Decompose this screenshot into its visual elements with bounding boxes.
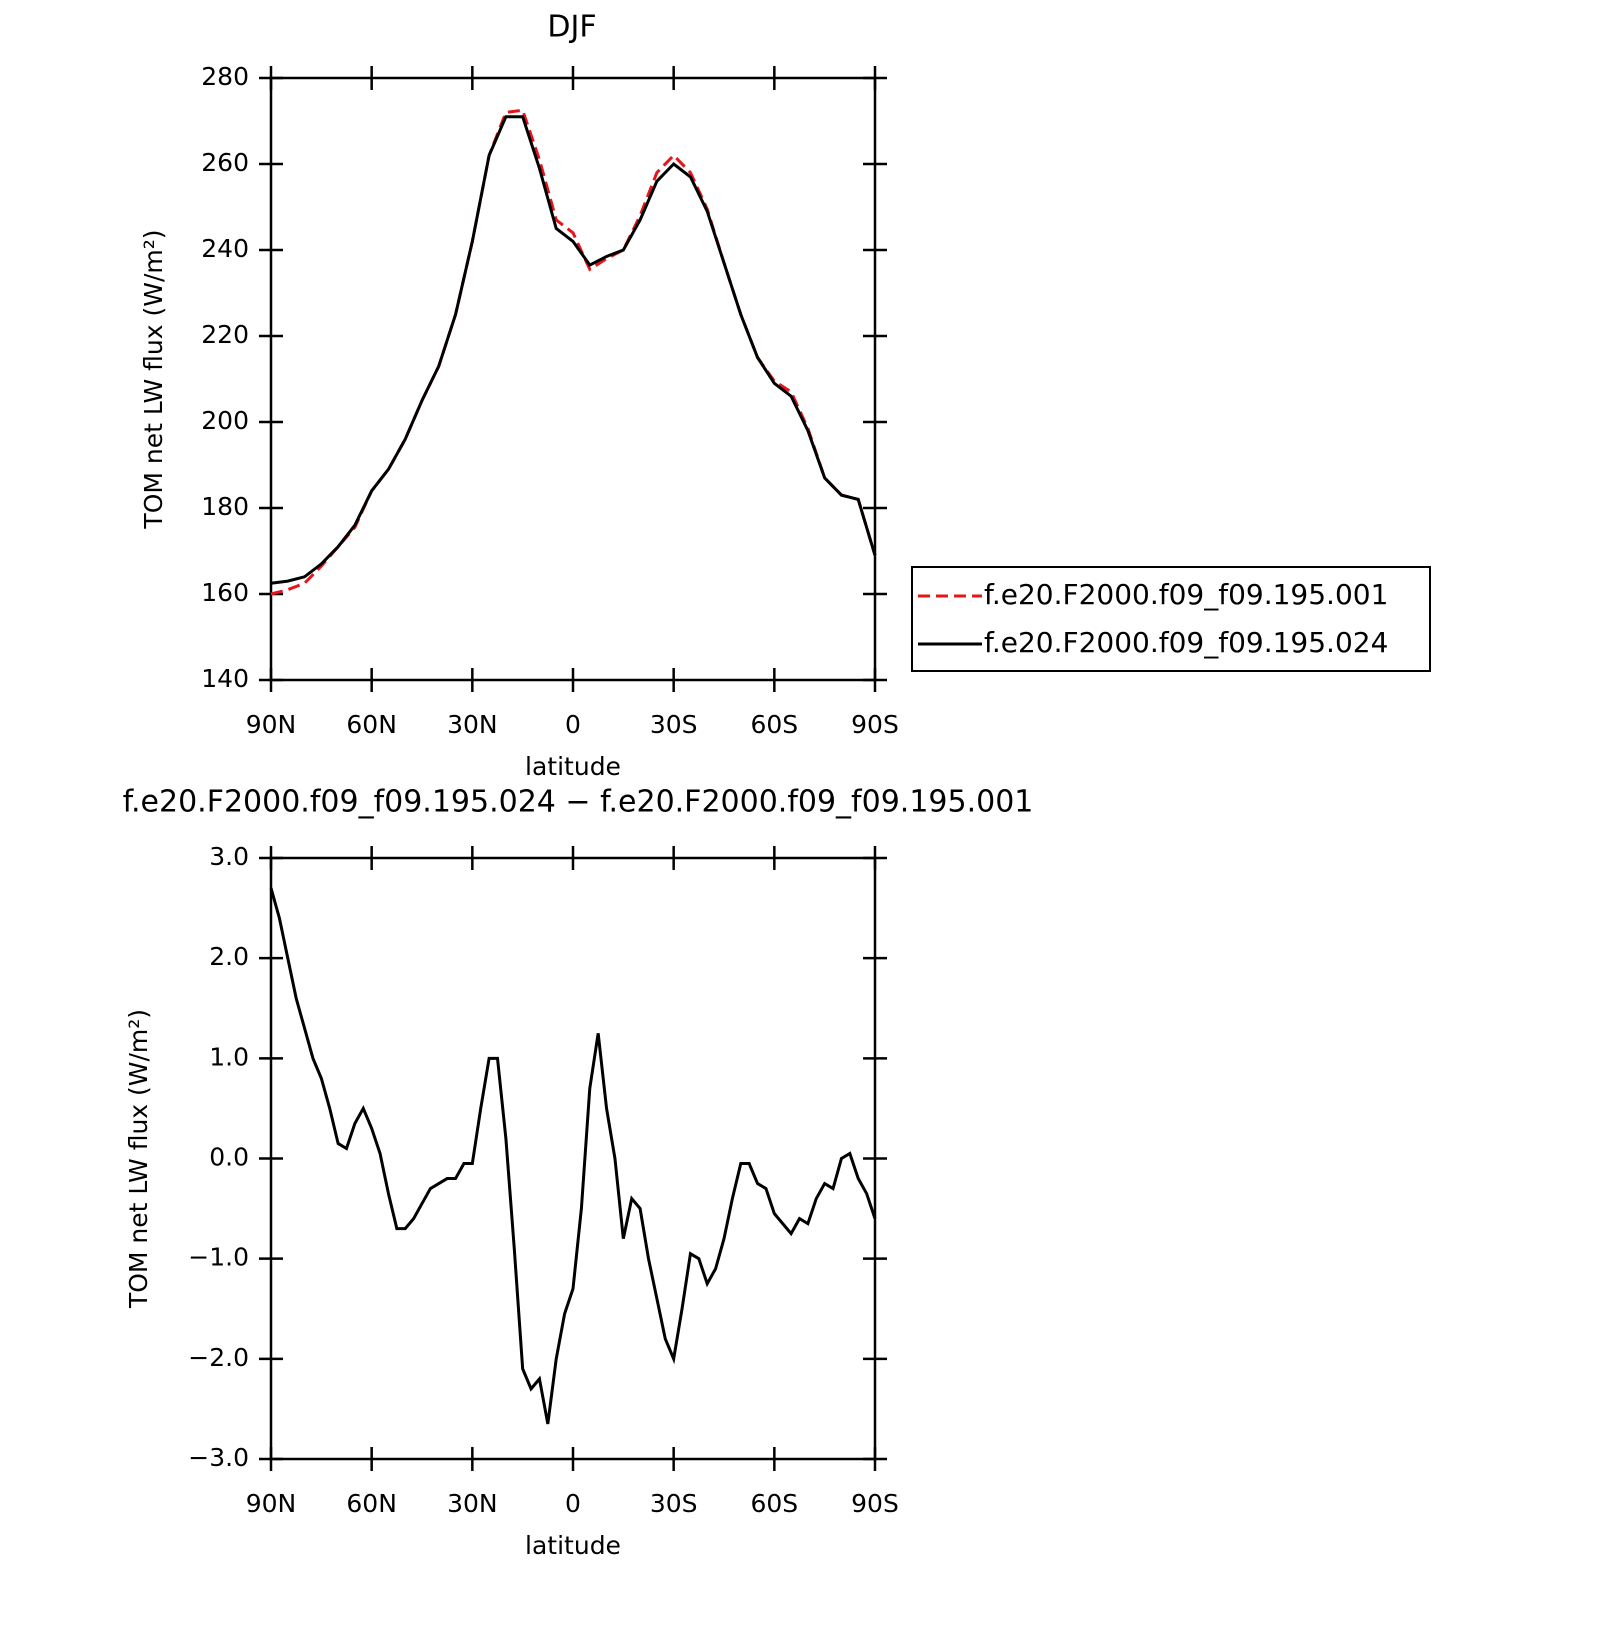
y-tick-label: 280 bbox=[201, 62, 249, 91]
y-tick-label: −1.0 bbox=[188, 1243, 249, 1272]
x-tick-label: 90N bbox=[246, 1489, 297, 1518]
y-tick-label: 2.0 bbox=[209, 942, 249, 971]
x-tick-label: 30S bbox=[650, 710, 698, 739]
y-tick-label: 160 bbox=[201, 578, 249, 607]
y-tick-label: 220 bbox=[201, 320, 249, 349]
plot-frame bbox=[269, 856, 877, 1461]
x-tick-label: 30N bbox=[447, 710, 498, 739]
y-tick-label: 0.0 bbox=[209, 1143, 249, 1172]
y-tick-label: −2.0 bbox=[188, 1343, 249, 1372]
x-tick-label: 0 bbox=[565, 710, 581, 739]
x-tick-label: 90N bbox=[246, 710, 297, 739]
data-line bbox=[270, 115, 877, 585]
y-tick-label: 240 bbox=[201, 234, 249, 263]
x-tick-label: 60N bbox=[346, 710, 397, 739]
plot-frame bbox=[269, 76, 877, 682]
x-tick-label: 30N bbox=[447, 1489, 498, 1518]
legend-label: f.e20.F2000.f09_f09.195.001 bbox=[984, 578, 1388, 611]
x-axis-label: latitude bbox=[525, 752, 621, 781]
y-axis-label: TOM net LW flux (W/m²) bbox=[124, 1009, 153, 1309]
data-line bbox=[269, 887, 877, 1425]
x-tick-label: 60S bbox=[750, 710, 798, 739]
x-tick-label: 90S bbox=[851, 1489, 899, 1518]
x-tick-label: 30S bbox=[650, 1489, 698, 1518]
legend-box bbox=[911, 566, 1431, 672]
data-line bbox=[270, 108, 877, 596]
y-axis-label: TOM net LW flux (W/m²) bbox=[139, 229, 168, 529]
x-tick-label: 90S bbox=[851, 710, 899, 739]
y-tick-label: 260 bbox=[201, 148, 249, 177]
y-tick-label: 200 bbox=[201, 406, 249, 435]
y-tick-label: −3.0 bbox=[188, 1443, 249, 1472]
x-tick-label: 60S bbox=[750, 1489, 798, 1518]
legend-label: f.e20.F2000.f09_f09.195.024 bbox=[984, 626, 1388, 659]
chart-title: DJF bbox=[547, 10, 596, 45]
y-tick-label: 1.0 bbox=[209, 1042, 249, 1071]
x-tick-label: 60N bbox=[346, 1489, 397, 1518]
y-tick-label: 3.0 bbox=[209, 842, 249, 871]
x-axis-label: latitude bbox=[525, 1531, 621, 1560]
y-tick-label: 140 bbox=[201, 664, 249, 693]
x-tick-label: 0 bbox=[565, 1489, 581, 1518]
y-tick-label: 180 bbox=[201, 492, 249, 521]
chart-title: f.e20.F2000.f09_f09.195.024 − f.e20.F200… bbox=[123, 785, 1034, 820]
